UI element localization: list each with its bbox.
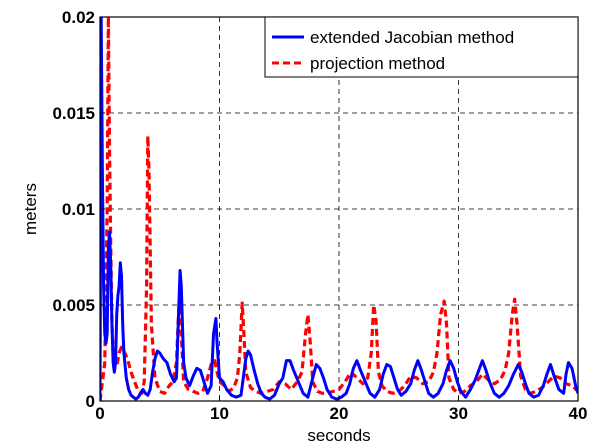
x-tick-label-0: 0 [95,404,104,423]
y-tick-label-3: 0.015 [52,104,95,123]
series-line-extended-jacobian [100,17,578,401]
series-layer [100,17,578,401]
y-tick-label-1: 0.005 [52,296,95,315]
legend: extended Jacobian method projection meth… [264,16,579,78]
y-tick-label-0: 0 [86,392,95,411]
legend-label-projection: projection method [310,54,445,73]
series-line-projection [100,17,578,401]
legend-label-extended-jacobian: extended Jacobian method [310,28,514,47]
grid-lines [100,17,578,401]
y-tick-label-4: 0.02 [62,8,95,27]
x-tick-label-1: 10 [210,404,229,423]
axis-ticks [99,16,579,402]
y-axis-label: meters [21,183,40,235]
tick-labels: 0 10 20 30 40 0 0.005 0.01 0.015 0.02 [52,8,587,423]
x-axis-label: seconds [307,426,370,445]
legend-box [264,16,579,78]
x-tick-label-2: 20 [330,404,349,423]
x-tick-label-4: 40 [569,404,588,423]
x-tick-label-3: 30 [449,404,468,423]
y-tick-label-2: 0.01 [62,200,95,219]
